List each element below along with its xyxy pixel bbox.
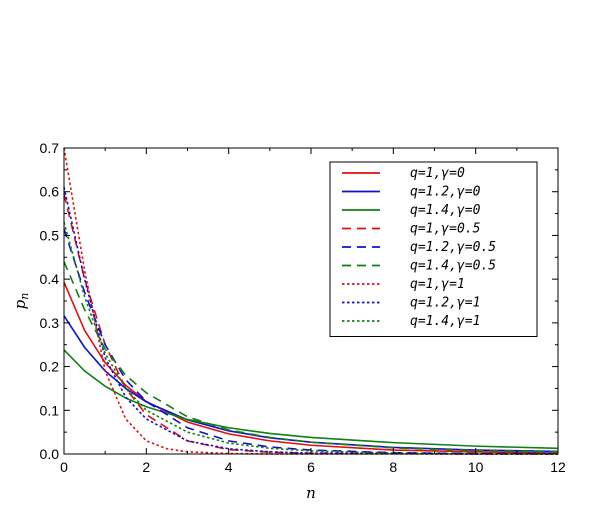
legend-label: q=1.2,γ=1	[410, 296, 480, 311]
legend: q=1,γ=0 q=1.2,γ=0 q=1.4,γ=0 q=1,γ=0.5 q=1.2,…	[329, 161, 538, 337]
x-axis-label: n	[306, 484, 316, 502]
x-tick-label: 6	[307, 459, 315, 475]
y-tick-label: 0.5	[40, 227, 60, 243]
x-tick-label: 12	[550, 459, 566, 475]
y-tick-label: 0.2	[40, 359, 60, 375]
legend-label: q=1,γ=0	[410, 166, 465, 181]
series-layer	[63, 147, 559, 455]
y-tick-label: 0.3	[40, 315, 60, 331]
legend-label: q=1.4,γ=1	[410, 314, 480, 329]
legend-label: q=1.2,γ=0.5	[410, 240, 496, 255]
legend-label: q=1.4,γ=0	[410, 203, 481, 218]
legend-label: q=1.4,γ=0.5	[410, 259, 496, 274]
y-axis-label: pn	[11, 293, 31, 310]
series-line-6	[63, 261, 559, 453]
legend-label: q=1,γ=1	[410, 277, 465, 292]
y-tick-label: 0.1	[40, 402, 60, 418]
x-tick-label: 10	[468, 459, 484, 475]
y-axis-label-main: p	[11, 299, 29, 309]
series-line-9	[63, 222, 559, 455]
series-line-3	[63, 349, 559, 450]
legend-label: q=1,γ=0.5	[410, 222, 481, 237]
y-tick-label: 0.0	[40, 446, 60, 462]
y-tick-label: 0.4	[40, 271, 60, 287]
x-tick-label: 2	[142, 459, 150, 475]
x-tick-label: 4	[225, 459, 233, 475]
y-axis-ticks: 0.0 0.1 0.2 0.3 0.4 0.5 0.6 0.7	[40, 140, 558, 462]
plot-area: 0 2 4 6 8 10 12 0.0 0.1 0.2 0.3 0.4 0.5 0.6 0.7	[40, 140, 566, 475]
series-line-1	[63, 281, 559, 454]
legend-label: q=1.2,γ=0	[410, 185, 481, 200]
x-axis-ticks: 0 2 4 6 8 10 12	[60, 148, 566, 475]
y-tick-label: 0.7	[40, 140, 60, 156]
x-tick-label: 8	[389, 459, 397, 475]
y-tick-label: 0.6	[40, 184, 60, 200]
y-axis-label-subscript: n	[18, 293, 31, 300]
series-line-5	[63, 228, 558, 455]
x-tick-label: 0	[60, 459, 68, 475]
